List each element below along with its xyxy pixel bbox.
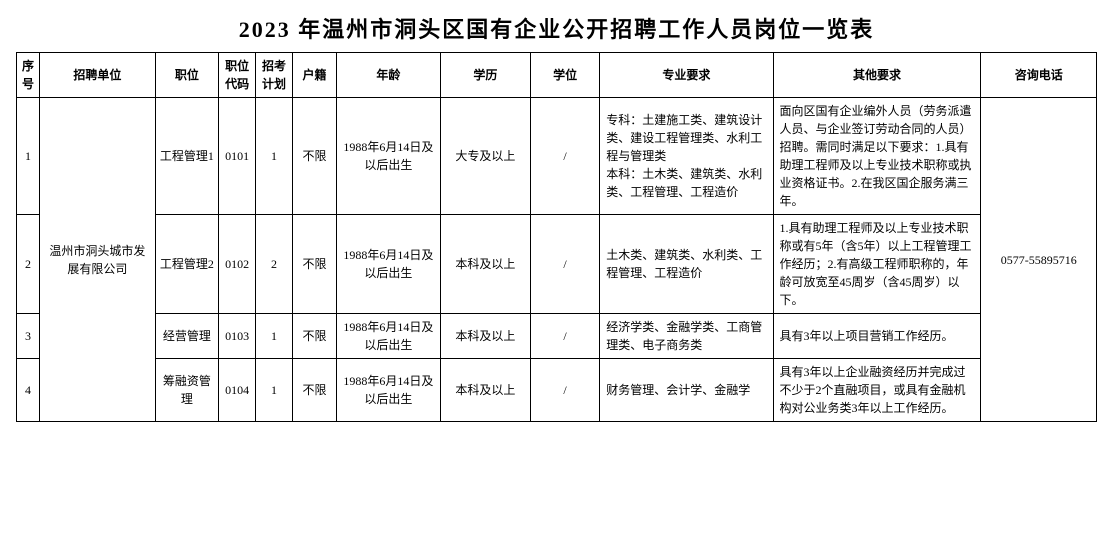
cell-age: 1988年6月14日及以后出生 [336,314,440,359]
cell-seq: 2 [17,215,40,314]
cell-other: 具有3年以上项目营销工作经历。 [773,314,981,359]
cell-pos: 筹融资管理 [155,359,219,422]
cell-deg: / [530,215,599,314]
col-deg: 学位 [530,53,599,98]
cell-edu: 本科及以上 [440,359,530,422]
cell-huji: 不限 [293,314,337,359]
cell-code: 0101 [219,98,256,215]
cell-deg: / [530,98,599,215]
table-row: 3 经营管理 0103 1 不限 1988年6月14日及以后出生 本科及以上 /… [17,314,1097,359]
col-seq: 序号 [17,53,40,98]
cell-plan: 1 [256,359,293,422]
cell-plan: 1 [256,98,293,215]
cell-plan: 1 [256,314,293,359]
col-age: 年龄 [336,53,440,98]
cell-code: 0102 [219,215,256,314]
col-edu: 学历 [440,53,530,98]
cell-age: 1988年6月14日及以后出生 [336,98,440,215]
cell-seq: 4 [17,359,40,422]
cell-major: 财务管理、会计学、金融学 [600,359,773,422]
col-major: 专业要求 [600,53,773,98]
col-plan: 招考计划 [256,53,293,98]
cell-edu: 本科及以上 [440,215,530,314]
cell-seq: 3 [17,314,40,359]
table-row: 2 工程管理2 0102 2 不限 1988年6月14日及以后出生 本科及以上 … [17,215,1097,314]
table-header-row: 序号 招聘单位 职位 职位代码 招考计划 户籍 年龄 学历 学位 专业要求 其他… [17,53,1097,98]
col-unit: 招聘单位 [40,53,156,98]
cell-other: 1.具有助理工程师及以上专业技术职称或有5年（含5年）以上工程管理工作经历；2.… [773,215,981,314]
col-tel: 咨询电话 [981,53,1097,98]
col-code: 职位代码 [219,53,256,98]
cell-huji: 不限 [293,359,337,422]
cell-tel: 0577-55895716 [981,98,1097,422]
cell-seq: 1 [17,98,40,215]
page-title: 2023 年温州市洞头区国有企业公开招聘工作人员岗位一览表 [16,12,1097,44]
col-huji: 户籍 [293,53,337,98]
cell-major: 专科：土建施工类、建筑设计类、建设工程管理类、水利工程与管理类本科：土木类、建筑… [600,98,773,215]
cell-edu: 大专及以上 [440,98,530,215]
cell-deg: / [530,359,599,422]
cell-plan: 2 [256,215,293,314]
table-row: 1 温州市洞头城市发展有限公司 工程管理1 0101 1 不限 1988年6月1… [17,98,1097,215]
cell-pos: 经营管理 [155,314,219,359]
cell-other: 具有3年以上企业融资经历并完成过不少于2个直融项目，或具有金融机构对公业务类3年… [773,359,981,422]
cell-edu: 本科及以上 [440,314,530,359]
cell-code: 0103 [219,314,256,359]
cell-age: 1988年6月14日及以后出生 [336,359,440,422]
cell-other: 面向区国有企业编外人员（劳务派遣人员、与企业签订劳动合同的人员）招聘。需同时满足… [773,98,981,215]
cell-major: 经济学类、金融学类、工商管理类、电子商务类 [600,314,773,359]
col-pos: 职位 [155,53,219,98]
cell-huji: 不限 [293,215,337,314]
cell-pos: 工程管理2 [155,215,219,314]
cell-huji: 不限 [293,98,337,215]
cell-age: 1988年6月14日及以后出生 [336,215,440,314]
cell-major: 土木类、建筑类、水利类、工程管理、工程造价 [600,215,773,314]
cell-code: 0104 [219,359,256,422]
cell-unit: 温州市洞头城市发展有限公司 [40,98,156,422]
cell-deg: / [530,314,599,359]
table-row: 4 筹融资管理 0104 1 不限 1988年6月14日及以后出生 本科及以上 … [17,359,1097,422]
job-table: 序号 招聘单位 职位 职位代码 招考计划 户籍 年龄 学历 学位 专业要求 其他… [16,52,1097,422]
cell-pos: 工程管理1 [155,98,219,215]
col-other: 其他要求 [773,53,981,98]
